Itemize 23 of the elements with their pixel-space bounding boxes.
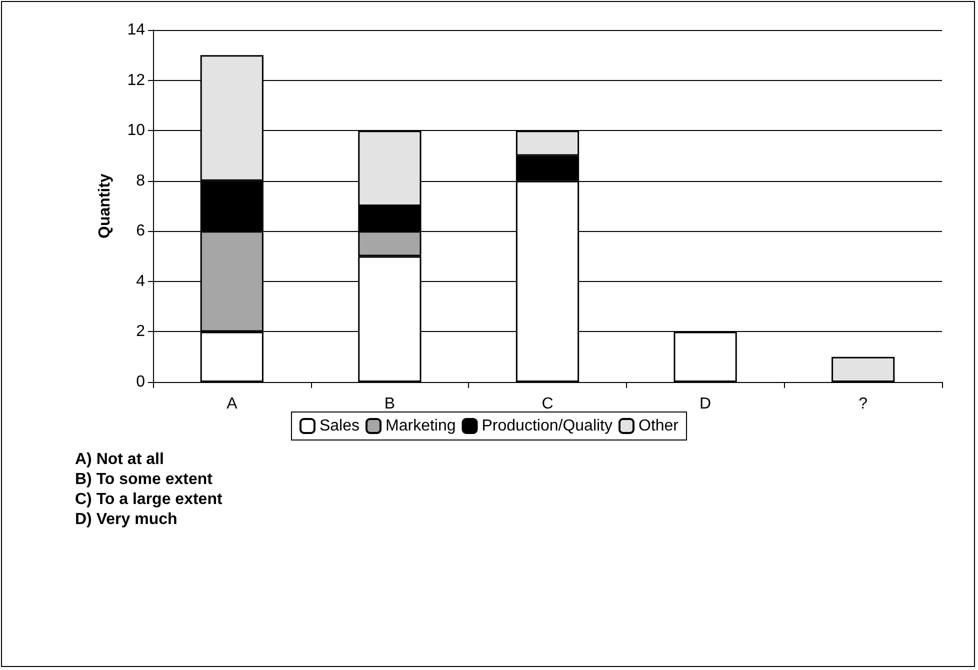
x-tick-label: B — [384, 396, 396, 412]
legend-label: Other — [638, 418, 680, 434]
text: A) Not at all — [75, 450, 165, 470]
bar — [832, 356, 895, 382]
y-tick-label: 2 — [136, 323, 146, 340]
y-tick-label: 6 — [136, 222, 146, 240]
legend-label: Production/Quality — [482, 418, 612, 434]
y-axis-title: Quantity — [96, 173, 114, 238]
x-tick-label: D — [700, 396, 712, 412]
y-tick-label: 4 — [136, 272, 146, 290]
x-tick-label: A — [226, 396, 238, 412]
legend-label: Sales — [319, 418, 360, 434]
x-tick-label: C — [542, 396, 554, 412]
text: C) To a large extent — [75, 490, 222, 510]
text: D) Very much — [75, 510, 178, 530]
text: B) To some extent — [75, 470, 214, 490]
y-tick-label: 8 — [136, 172, 146, 190]
y-tick-label: 10 — [127, 122, 146, 140]
y-tick-label: 0 — [136, 374, 146, 390]
legend-label: Marketing — [386, 418, 456, 434]
y-tick-label: 12 — [127, 72, 146, 89]
y-tick-label: 14 — [127, 22, 146, 38]
x-tick-label: ? — [858, 396, 868, 412]
